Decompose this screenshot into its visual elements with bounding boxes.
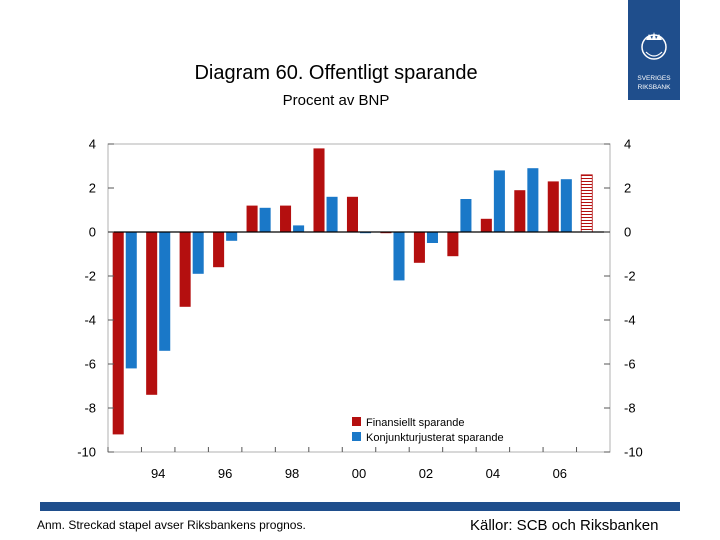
plot-frame bbox=[107, 143, 611, 453]
crown-emblem-icon: SVERIGES RIKSBANK bbox=[637, 32, 672, 91]
y-tick-label-left: 0 bbox=[89, 225, 96, 240]
y-tick-label-right: 0 bbox=[624, 225, 631, 240]
legend-swatch-2 bbox=[352, 432, 361, 441]
y-tick-label-right: -2 bbox=[624, 269, 636, 284]
logo-line2: RIKSBANK bbox=[638, 84, 672, 91]
bar-konjunktur-1998 bbox=[293, 225, 305, 232]
x-tick-label: 96 bbox=[218, 466, 232, 481]
bar-konjunktur-1993 bbox=[125, 232, 137, 369]
bar-finansiellt-1996 bbox=[213, 232, 225, 268]
bar-finansiellt-2007 bbox=[580, 174, 593, 233]
bar-konjunktur-2002 bbox=[426, 232, 438, 243]
y-tick-label-right: -6 bbox=[624, 357, 636, 372]
x-tick-label: 04 bbox=[486, 466, 500, 481]
x-tick-label: 98 bbox=[285, 466, 299, 481]
x-tick-label: 00 bbox=[352, 466, 366, 481]
logo-line1: SVERIGES bbox=[637, 75, 671, 82]
y-tick-label-right: -8 bbox=[624, 401, 636, 416]
footnote: Anm. Streckad stapel avser Riksbankens p… bbox=[37, 518, 306, 532]
chart-title: Diagram 60. Offentligt sparande bbox=[194, 62, 478, 84]
legend-label-1: Finansiellt sparande bbox=[366, 417, 464, 429]
bar-finansiellt-1998 bbox=[280, 205, 292, 232]
legend-swatch-1 bbox=[352, 417, 361, 426]
bar-finansiellt-1993 bbox=[112, 232, 124, 435]
bar-konjunktur-1995 bbox=[192, 232, 204, 274]
bar-konjunktur-1999 bbox=[326, 196, 338, 232]
x-tick-label: 02 bbox=[419, 466, 433, 481]
bar-finansiellt-2000 bbox=[346, 196, 358, 232]
bar-konjunktur-2006 bbox=[560, 179, 572, 232]
bar-finansiellt-1994 bbox=[146, 232, 158, 395]
x-tick-label: 94 bbox=[151, 466, 165, 481]
y-tick-label-left: 2 bbox=[89, 181, 96, 196]
y-tick-label-right: 4 bbox=[624, 137, 631, 152]
bar-finansiellt-2003 bbox=[447, 232, 459, 257]
bar-konjunktur-1994 bbox=[159, 232, 171, 351]
bar-finansiellt-1997 bbox=[246, 205, 258, 232]
bar-konjunktur-1997 bbox=[259, 207, 271, 232]
bar-konjunktur-2000 bbox=[360, 232, 372, 234]
y-tick-label-right: -10 bbox=[624, 445, 643, 460]
bar-finansiellt-2005 bbox=[514, 190, 526, 232]
y-tick-label-left: -6 bbox=[84, 357, 96, 372]
bar-konjunktur-2004 bbox=[493, 170, 505, 232]
bar-finansiellt-1999 bbox=[313, 148, 325, 232]
bar-finansiellt-2004 bbox=[480, 218, 492, 232]
legend-label-2: Konjunkturjusterat sparande bbox=[366, 432, 504, 444]
riksbank-logo: SVERIGES RIKSBANK bbox=[628, 0, 680, 100]
bar-finansiellt-2001 bbox=[380, 232, 392, 234]
y-tick-label-left: -10 bbox=[77, 445, 96, 460]
bar-finansiellt-2006 bbox=[547, 181, 559, 232]
sources: Källor: SCB och Riksbanken bbox=[470, 517, 659, 534]
y-tick-label-left: -4 bbox=[84, 313, 96, 328]
bar-konjunktur-2001 bbox=[393, 232, 405, 281]
x-tick-label: 06 bbox=[553, 466, 567, 481]
bar-finansiellt-1995 bbox=[179, 232, 191, 307]
y-tick-label-left: -8 bbox=[84, 401, 96, 416]
bar-konjunktur-2005 bbox=[527, 168, 539, 232]
y-tick-label-left: -2 bbox=[84, 269, 96, 284]
footer-divider bbox=[40, 502, 680, 511]
bar-konjunktur-2003 bbox=[460, 199, 472, 232]
y-tick-label-right: 2 bbox=[624, 181, 631, 196]
y-tick-label-left: 4 bbox=[89, 137, 96, 152]
bar-konjunktur-1996 bbox=[226, 232, 238, 241]
chart-subtitle: Procent av BNP bbox=[282, 92, 390, 109]
bar-finansiellt-2002 bbox=[413, 232, 425, 263]
y-tick-label-right: -4 bbox=[624, 313, 636, 328]
